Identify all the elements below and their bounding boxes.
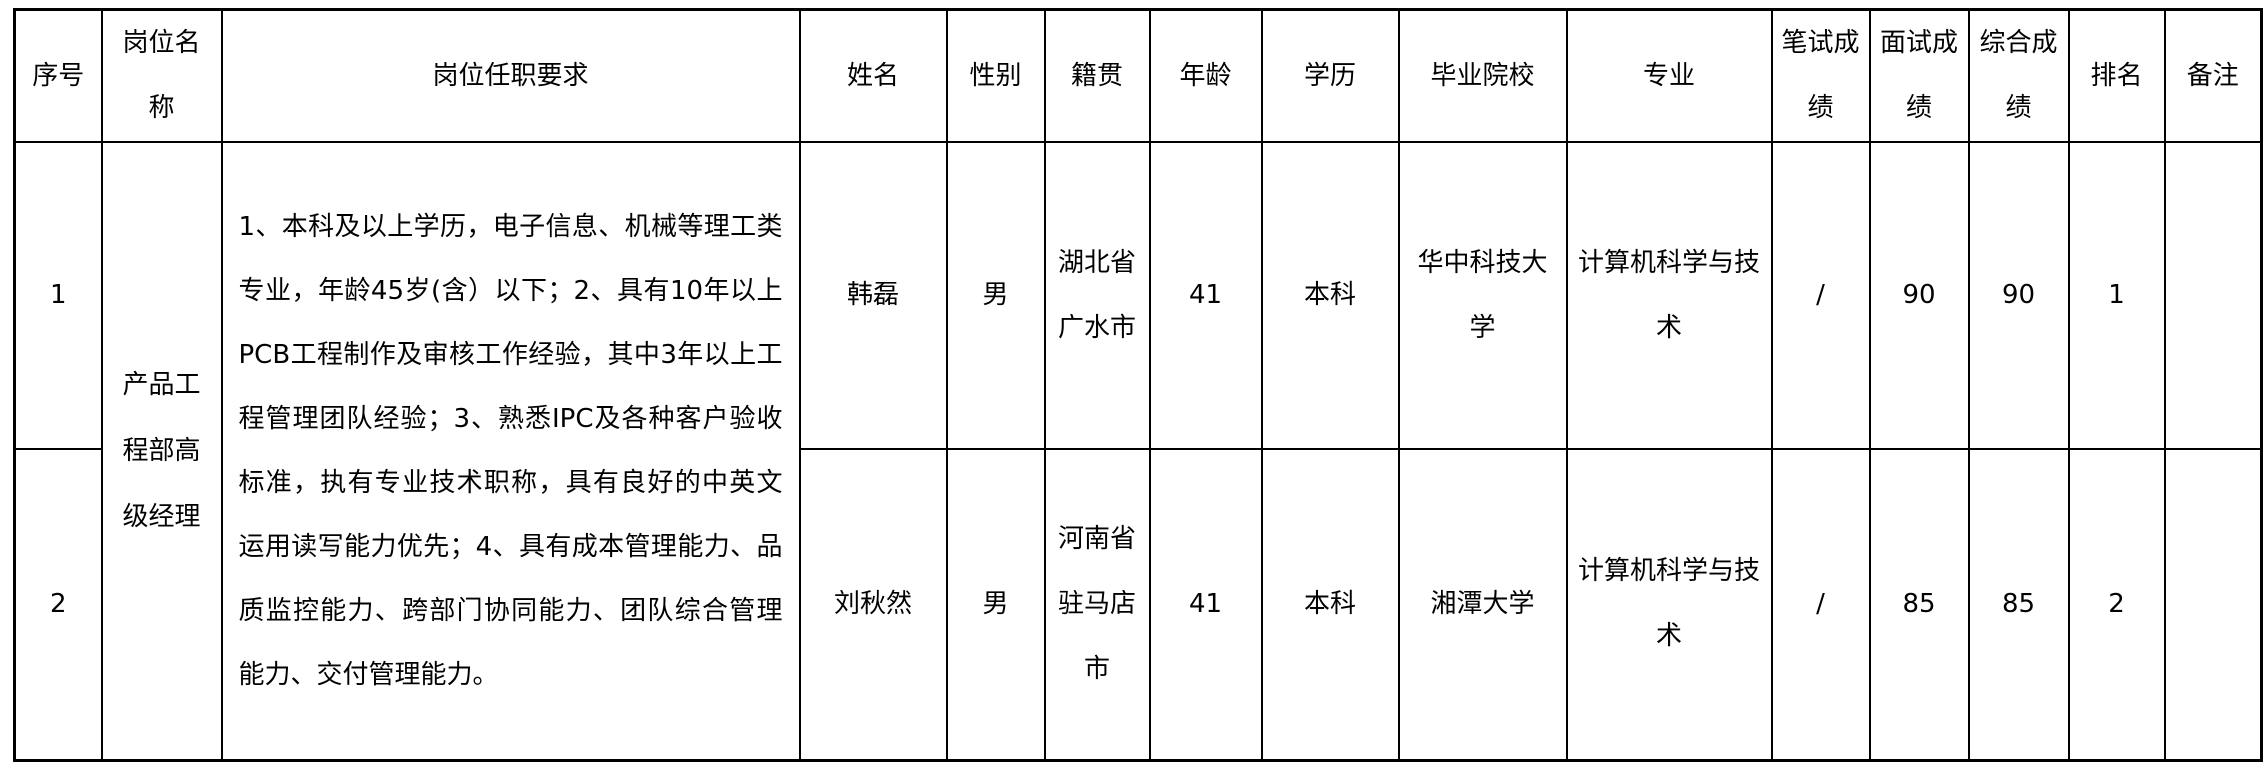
row2-school-cell: 湘潭大学	[1397, 448, 1568, 761]
header-seq: 序号	[13, 8, 103, 143]
row1-age-cell: 41	[1148, 141, 1263, 450]
row2-written-score-cell: /	[1770, 448, 1871, 761]
row2-interview-score-cell: 85	[1868, 448, 1970, 761]
row2-age-cell: 41	[1148, 448, 1263, 761]
header-overall-score: 综合成绩	[1967, 8, 2070, 143]
row2-remark-cell	[2163, 448, 2263, 761]
row1-school-cell: 华中科技大学	[1397, 141, 1568, 450]
row1-seq-cell: 1	[13, 141, 103, 450]
row2-education-cell: 本科	[1260, 448, 1400, 761]
header-school: 毕业院校	[1397, 8, 1568, 143]
header-native-place: 籍贯	[1043, 8, 1151, 143]
position-name-cell: 产品工程部高级经理	[100, 141, 223, 761]
row1-written-score-cell: /	[1770, 141, 1871, 450]
table-header-row: 序号 岗位名称 岗位任职要求 姓名 性别 籍贯 年龄 学历 毕业院校 专业 笔试…	[13, 8, 2263, 143]
header-requirements: 岗位任职要求	[220, 8, 801, 143]
header-major: 专业	[1565, 8, 1773, 143]
row1-native-place-cell: 湖北省广水市	[1043, 141, 1151, 450]
row2-overall-score-cell: 85	[1967, 448, 2070, 761]
candidate-row-2: 2 刘秋然 男 河南省驻马店市 41 本科 湘潭大学 计算机科学与技术 / 85…	[13, 448, 2263, 761]
row1-overall-score-cell: 90	[1967, 141, 2070, 450]
row1-name-cell: 韩磊	[798, 141, 948, 450]
row2-gender-cell: 男	[945, 448, 1046, 761]
row2-rank-cell: 2	[2067, 448, 2166, 761]
row1-education-cell: 本科	[1260, 141, 1400, 450]
row1-remark-cell	[2163, 141, 2263, 450]
position-requirements-cell: 1、本科及以上学历，电子信息、机械等理工类专业，年龄45岁(含）以下；2、具有1…	[220, 141, 801, 761]
header-position: 岗位名称	[100, 8, 223, 143]
header-name: 姓名	[798, 8, 948, 143]
row1-rank-cell: 1	[2067, 141, 2166, 450]
row1-major-cell: 计算机科学与技术	[1565, 141, 1773, 450]
row2-seq-cell: 2	[13, 448, 103, 761]
row2-native-place-cell: 河南省驻马店市	[1043, 448, 1151, 761]
candidate-row-1: 1 产品工程部高级经理 1、本科及以上学历，电子信息、机械等理工类专业，年龄45…	[13, 141, 2263, 761]
header-age: 年龄	[1148, 8, 1263, 143]
header-interview-score: 面试成绩	[1868, 8, 1970, 143]
header-gender: 性别	[945, 8, 1046, 143]
header-written-score: 笔试成绩	[1770, 8, 1871, 143]
row2-major-cell: 计算机科学与技术	[1565, 448, 1773, 761]
header-rank: 排名	[2067, 8, 2166, 143]
candidates-score-table: 序号 岗位名称 岗位任职要求 姓名 性别 籍贯 年龄 学历 毕业院校 专业 笔试…	[13, 8, 2263, 762]
row2-name-cell: 刘秋然	[798, 448, 948, 761]
header-education: 学历	[1260, 8, 1400, 143]
row1-gender-cell: 男	[945, 141, 1046, 450]
header-remark: 备注	[2163, 8, 2263, 143]
row1-interview-score-cell: 90	[1868, 141, 1970, 450]
